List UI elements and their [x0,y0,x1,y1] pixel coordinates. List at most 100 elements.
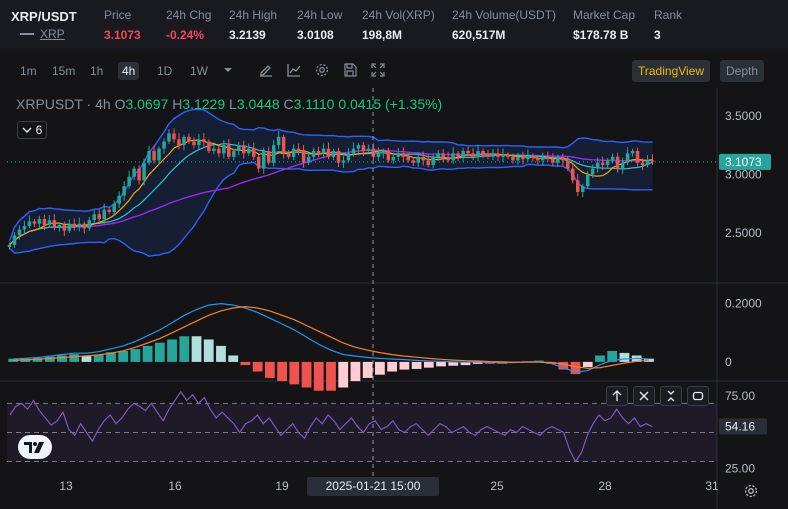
tab-4h[interactable]: 4h [118,62,140,80]
indicator-icon[interactable] [286,62,302,78]
time-tick-label: 16 [168,479,182,493]
coin-label[interactable]: XRP [40,27,65,41]
maximize-pane-button[interactable] [687,386,709,406]
candle [336,150,341,163]
macd-histogram-bar [570,361,581,375]
candle [316,150,321,154]
price-tick-label: 2.5000 [725,226,762,240]
candle [546,156,550,160]
macd-histogram-bar [387,361,398,372]
candle [242,145,246,154]
collapse-pane-button[interactable] [660,386,682,406]
candle [82,223,87,229]
indicators-toggle-button[interactable]: 6 [17,121,47,139]
stat-label: Market Cap [573,8,636,22]
macd-histogram-bar [240,361,251,366]
candle [451,153,455,161]
candle [536,158,540,161]
fullscreen-icon[interactable] [370,62,386,78]
candle [645,160,650,166]
candle [212,148,216,151]
stat-24h-volume-usdt: 24h Volume(USDT) 620,517M [452,8,556,42]
candle [580,186,585,193]
time-tick-label: 13 [59,479,73,493]
gear-icon[interactable] [314,62,330,78]
candle [491,153,495,157]
ticker-header: XRP/USDT XRP Price 3.1073 24h Chg -0.24%… [0,0,788,50]
candle [511,156,515,161]
stat-label: 24h High [229,8,278,22]
chevron-down-icon[interactable] [220,62,236,78]
stat-value: -0.24% [166,28,205,42]
tab-1w[interactable]: 1W [190,64,208,78]
pair-title[interactable]: XRP/USDT [11,9,77,24]
close-pane-button[interactable] [633,386,655,406]
candle [411,160,415,163]
macd-histogram-bar [32,358,43,362]
candle [531,155,535,159]
tab-15m[interactable]: 15m [52,64,76,78]
candle [187,136,191,142]
rsi-value-label: 54.16 [725,419,755,433]
candle [466,150,470,154]
tab-1m[interactable]: 1m [20,64,37,78]
save-icon[interactable] [342,62,358,78]
move-pane-up-button[interactable] [606,386,628,406]
stat-label: 24h Volume(USDT) [452,8,557,22]
draw-icon[interactable] [258,62,274,78]
candle [87,220,91,229]
candle [421,156,425,161]
price-chart[interactable]: 3.5000 3.0000 2.5000 3.1073 0.2000 0 75.00 25.0… [0,88,788,509]
candle [446,156,450,161]
macd-histogram-bar [448,361,459,366]
macd-histogram-bar [619,352,630,362]
stat-24h-change: 24h Chg -0.24% [166,8,211,42]
coin-link[interactable]: XRP [20,27,65,41]
macd-histogram-bar [191,336,202,362]
ma-mid-line [9,142,653,246]
tradingview-view-button[interactable]: TradingView [632,60,711,82]
legend-close-label: C [283,96,294,112]
candle [346,153,351,161]
candle [142,162,146,181]
legend-interval: 4h [95,96,111,112]
stat-24h-low: 24h Low 3.0108 [297,8,342,42]
ma-fast-line [9,139,653,246]
candle [486,153,490,157]
legend-open-label: O [114,96,126,112]
candle [625,153,630,163]
candle [62,224,67,231]
candle [640,162,645,166]
stat-value: 198,8M [362,28,403,42]
macd-histogram-bar [216,345,226,362]
macd-histogram-bar [93,354,104,362]
candle [556,156,560,163]
candle [575,180,580,193]
stat-price: Price 3.1073 [104,8,141,42]
candle [351,148,356,154]
candle [296,148,301,151]
stat-value: 3.2139 [229,28,266,42]
rsi-tick-label: 25.00 [725,462,755,476]
candle [561,156,565,161]
candle [107,209,111,212]
legend-open: 3.0697 [125,96,169,112]
candle [227,145,231,157]
tab-1d[interactable]: 1D [157,64,173,78]
macd-histogram-bar [203,339,214,362]
legend-separator: · [86,96,92,112]
candle [222,145,226,154]
macd-histogram-bar [595,355,605,362]
chart-settings-gear-icon[interactable] [743,483,759,499]
legend-high: 3.1229 [182,96,226,112]
stat-label: Price [104,8,132,22]
candle [251,148,256,157]
candle [471,153,475,157]
tab-1h[interactable]: 1h [90,64,104,78]
candle [331,150,336,157]
legend-symbol: XRPUSDT [16,96,83,112]
depth-view-button[interactable]: Depth [720,60,765,82]
macd-histogram-bar [228,355,239,362]
crosshair-time-badge [307,477,439,496]
candle [386,150,391,161]
